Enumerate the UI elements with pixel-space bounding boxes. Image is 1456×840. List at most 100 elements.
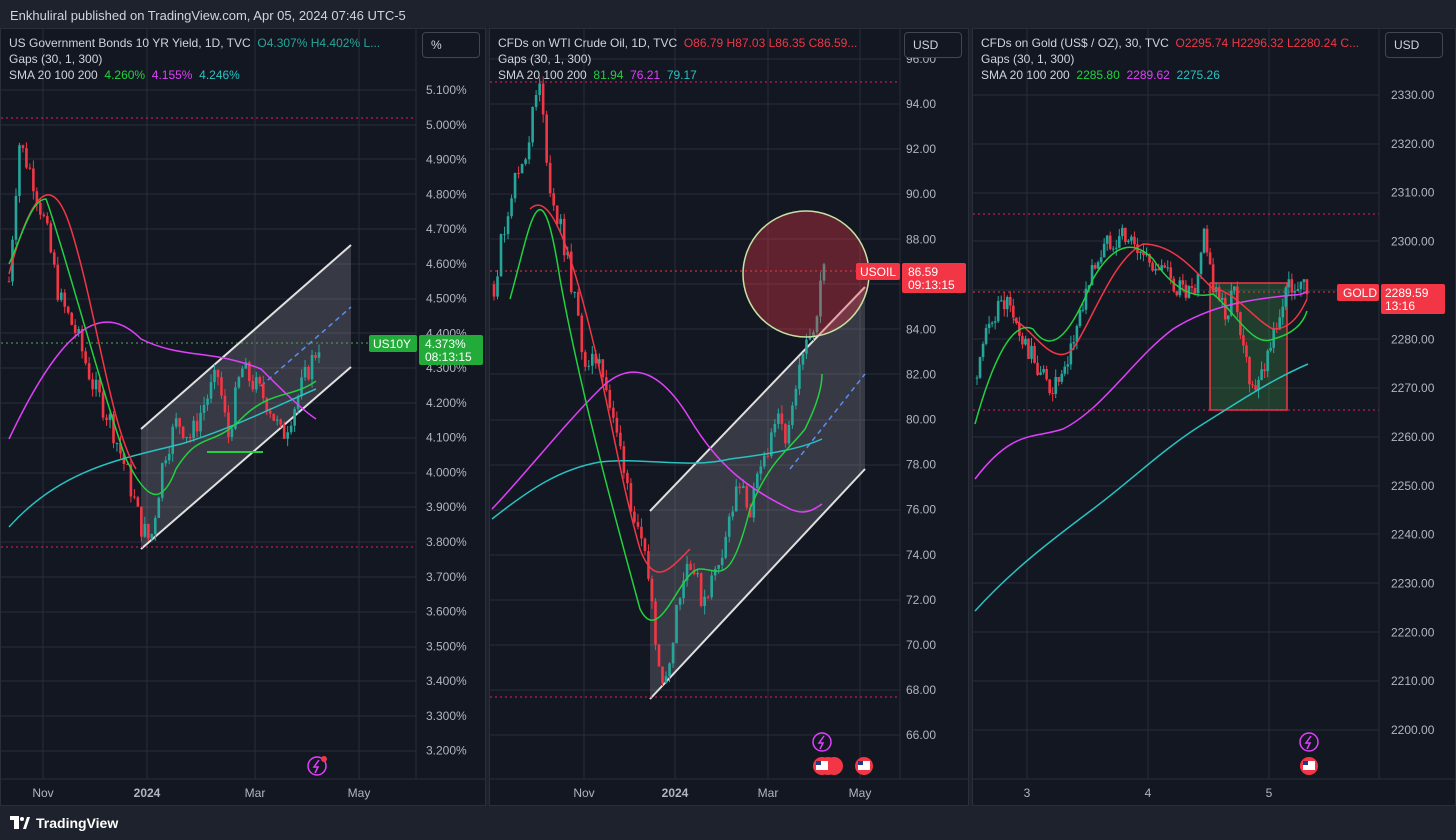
highlight-circle[interactable] (742, 210, 870, 338)
legend-gaps[interactable]: Gaps (30, 1, 300) (981, 52, 1075, 66)
legend-title[interactable]: CFDs on WTI Crude Oil, 1D, TVC (498, 36, 678, 50)
x-tick-label: Mar (758, 786, 779, 800)
time-axis[interactable]: 3 4 5 (1024, 786, 1273, 800)
candle-body (1251, 384, 1254, 386)
candle-body (195, 420, 199, 432)
legend-sma[interactable]: SMA 20 100 200 (498, 68, 587, 82)
channel-upper-line[interactable] (649, 286, 866, 512)
legend-gaps[interactable]: Gaps (30, 1, 300) (498, 52, 592, 66)
candle-body (286, 432, 289, 439)
candle-body (1305, 279, 1309, 295)
chart-canvas-gold[interactable]: 2330.002320.002310.002300.002290.002280.… (973, 29, 1456, 806)
candles (492, 76, 826, 687)
candle-body (1175, 291, 1179, 296)
candle-body (1048, 379, 1051, 394)
candle-body (59, 292, 63, 300)
currency-button[interactable]: USD (1385, 32, 1443, 58)
candle-body (1199, 252, 1203, 274)
candle-body (1190, 286, 1194, 288)
candle-body (1299, 282, 1303, 290)
tradingview-logo[interactable]: TradingView (10, 815, 118, 831)
candle-body (1290, 279, 1294, 293)
y-tick-label: 94.00 (906, 97, 936, 111)
lightning-icon[interactable] (812, 732, 832, 752)
candle-body (678, 598, 682, 605)
time-axis[interactable]: Nov 2024 Mar May (573, 786, 871, 800)
channel-lower-line[interactable] (649, 468, 866, 700)
y-tick-label: 92.00 (906, 142, 936, 156)
candle-body (520, 163, 524, 174)
candle-body (317, 352, 321, 358)
candle-body (303, 366, 307, 378)
candle-body (975, 377, 979, 379)
candle-body (171, 426, 175, 454)
us-flag-event-icons[interactable] (813, 757, 873, 775)
y-tick-label: 3.900% (426, 500, 467, 514)
candle-body (619, 432, 622, 447)
us-flag-event-icon[interactable] (1300, 757, 1318, 775)
price-axis[interactable]: 5.100% 5.000% 4.900% 4.800% 4.700% 4.600% 4.50… (426, 83, 467, 758)
candle-body (755, 473, 759, 489)
candle-body (213, 369, 216, 383)
candle-body (685, 563, 689, 581)
candle-body (282, 424, 286, 439)
price-axis[interactable]: 96.0094.0092.0090.0088.0086.0084.0082.00… (906, 52, 936, 742)
currency-button[interactable]: USD (904, 32, 962, 58)
candle-body (780, 413, 784, 424)
candle-body (990, 322, 994, 324)
candle-body (573, 292, 577, 294)
candle-body (174, 418, 178, 427)
y-tick-label: 2240.00 (1391, 528, 1435, 542)
candle-body (1081, 309, 1085, 311)
candle-body (1248, 357, 1251, 385)
candle-body (1063, 366, 1067, 374)
legend-title[interactable]: US Government Bonds 10 YR Yield, 1D, TVC (9, 36, 251, 50)
lightning-icon[interactable] (1299, 732, 1319, 752)
lightning-icon[interactable] (307, 756, 327, 776)
y-tick-label: 3.600% (426, 605, 467, 619)
sma100-line (8, 321, 317, 440)
candle-body (1278, 317, 1282, 330)
channel-mid-line[interactable] (789, 373, 866, 470)
chart-canvas-us10y[interactable]: 5.100% 5.000% 4.900% 4.800% 4.700% 4.600% 4.50… (1, 29, 486, 806)
candle-body (73, 324, 77, 334)
y-tick-label: 76.00 (906, 503, 936, 517)
legend-sma[interactable]: SMA 20 100 200 (981, 68, 1070, 82)
candle-body (499, 234, 503, 277)
candle-body (531, 106, 534, 143)
candle-body (1105, 235, 1109, 244)
candle-body (576, 292, 580, 316)
candle-body (1223, 297, 1227, 320)
channel-mid-line[interactable] (260, 306, 352, 387)
chart-panel-us10y[interactable]: 5.100% 5.000% 4.900% 4.800% 4.700% 4.600% 4.50… (0, 28, 486, 806)
chart-panel-usoil[interactable]: 96.0094.0092.0090.0088.0086.0084.0082.00… (489, 28, 969, 806)
candle-body (241, 368, 244, 378)
candle-body (587, 365, 591, 367)
candle-body (1036, 362, 1039, 375)
candle-body (766, 455, 770, 457)
legend-title[interactable]: CFDs on Gold (US$ / OZ), 30, TVC (981, 36, 1169, 50)
candle-body (1302, 279, 1306, 283)
candle-body (1072, 342, 1076, 344)
regression-channel[interactable] (141, 245, 351, 549)
chart-panel-gold[interactable]: 2330.002320.002310.002300.002290.002280.… (972, 28, 1456, 806)
candle-body (752, 488, 756, 518)
candle-body (524, 159, 527, 164)
price-axis[interactable]: 2330.002320.002310.002300.002290.002280.… (1391, 88, 1435, 737)
candle-body (699, 573, 703, 606)
legend-sma[interactable]: SMA 20 100 200 (9, 68, 98, 82)
price-tag: US10Y 4.373% 08:13:15 (369, 335, 483, 365)
candle-body (185, 437, 188, 439)
y-tick-label: 82.00 (906, 367, 936, 381)
channel-lower-line[interactable] (140, 366, 352, 550)
candle-body (999, 300, 1003, 302)
time-axis[interactable]: Nov 2024 Mar May (32, 786, 370, 800)
last-price: 86.59 (908, 265, 938, 279)
chart-canvas-usoil[interactable]: 96.0094.0092.0090.0088.0086.0084.0082.00… (490, 29, 969, 806)
candle-body (63, 292, 67, 307)
candle-body (98, 379, 101, 393)
legend-gaps[interactable]: Gaps (30, 1, 300) (9, 52, 103, 66)
candle-body (1226, 315, 1230, 320)
currency-button[interactable]: % (422, 32, 480, 58)
channel-upper-line[interactable] (140, 244, 352, 430)
